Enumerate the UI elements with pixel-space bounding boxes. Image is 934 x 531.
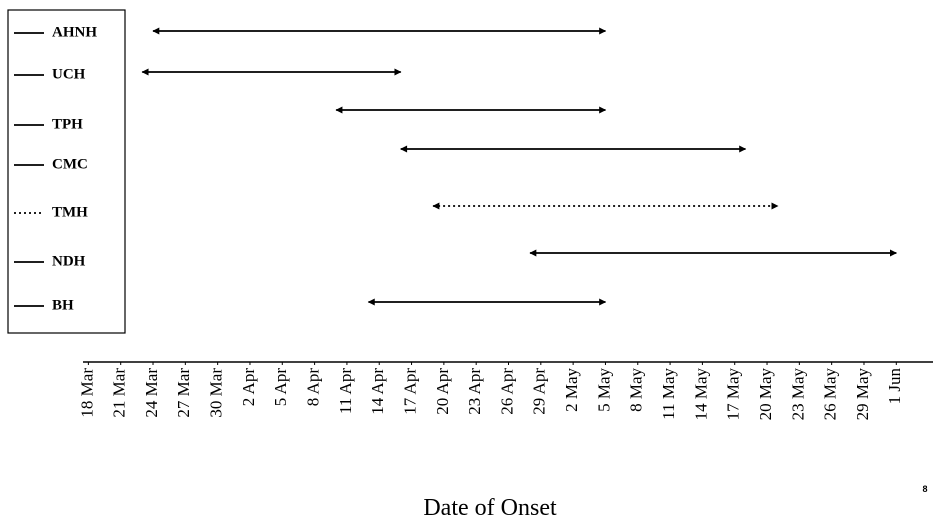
x-tick-label: 8 Apr xyxy=(304,368,323,407)
legend-label: NDH xyxy=(52,253,86,269)
legend-label: TPH xyxy=(52,116,83,132)
legend-label: TMH xyxy=(52,204,88,220)
x-tick-label: 2 May xyxy=(562,368,581,412)
x-tick-label: 24 Mar xyxy=(142,368,161,418)
x-tick-label: 29 May xyxy=(853,368,872,421)
x-tick-label: 1 Jun xyxy=(885,368,904,405)
x-tick-label: 23 Apr xyxy=(465,368,484,415)
x-tick-label: 17 May xyxy=(724,368,743,421)
x-tick-label: 20 May xyxy=(756,368,775,421)
x-tick-label: 26 May xyxy=(821,368,840,421)
legend-box xyxy=(7,9,126,334)
x-tick-label: 18 Mar xyxy=(77,368,96,418)
legend-label: CMC xyxy=(52,156,88,172)
x-tick-label: 26 Apr xyxy=(497,368,516,415)
x-tick-label: 23 May xyxy=(788,368,807,421)
x-tick-label: 11 May xyxy=(659,368,678,420)
x-tick-label: 8 May xyxy=(627,368,646,412)
x-tick-label: 5 May xyxy=(594,368,613,412)
x-tick-label: 20 Apr xyxy=(433,368,452,415)
x-axis-label: Date of Onset xyxy=(423,495,557,521)
x-tick-label: 17 Apr xyxy=(400,368,419,415)
x-tick-label: 11 Apr xyxy=(336,368,355,414)
x-tick-label: 5 Apr xyxy=(271,368,290,407)
x-tick-label: 2 Apr xyxy=(239,368,258,407)
legend-label: BH xyxy=(52,297,74,313)
x-tick-label: 14 May xyxy=(691,368,710,421)
x-tick-label: 27 Mar xyxy=(174,368,193,418)
x-tick-label: 29 Apr xyxy=(530,368,549,415)
x-tick-label: 21 Mar xyxy=(110,368,129,418)
legend-label: UCH xyxy=(52,66,86,82)
x-tick-label: 14 Apr xyxy=(368,368,387,415)
x-tick-label: 30 Mar xyxy=(207,368,226,418)
legend-label: AHNH xyxy=(52,24,97,40)
page-number: 8 xyxy=(922,484,927,494)
